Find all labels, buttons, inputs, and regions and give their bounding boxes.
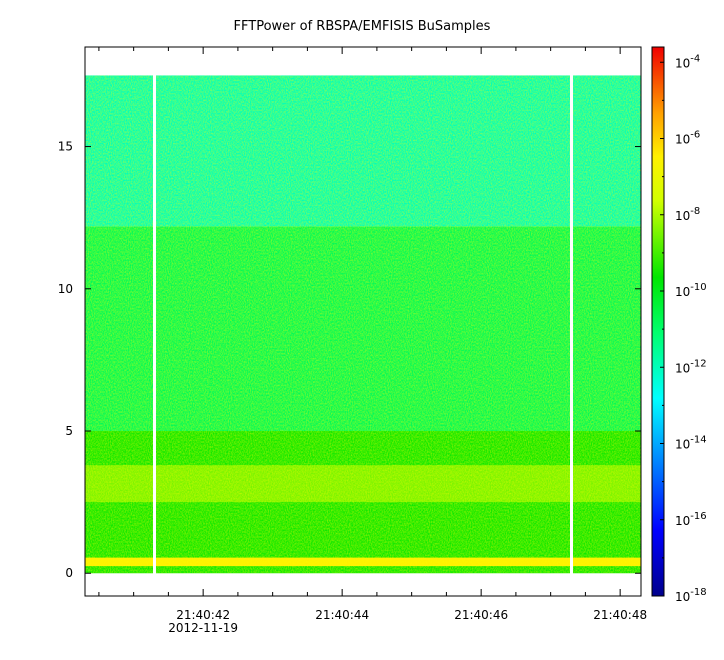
y-tick-label: 0 <box>65 566 73 580</box>
colorbar-tick-label: 10-12 <box>675 358 707 375</box>
data-gap <box>153 47 156 596</box>
chart-title: FFTPower of RBSPA/EMFISIS BuSamples <box>234 19 491 34</box>
colorbar-tick-label: 10-18 <box>675 587 707 604</box>
colorbar-tick-label: 10-6 <box>675 130 700 147</box>
spectrogram-texture <box>85 75 641 574</box>
colorbar-tick-label: 10-16 <box>675 511 707 528</box>
x-tick-label: 21:40:48 <box>593 608 647 622</box>
data-gap <box>570 47 573 596</box>
colorbar-tick-label: 10-8 <box>675 206 700 223</box>
x-tick-label: 21:40:42 <box>176 608 230 622</box>
colorbar-tick-label: 10-4 <box>675 53 700 70</box>
y-tick-label: 5 <box>65 424 73 438</box>
x-tick-label: 21:40:46 <box>454 608 508 622</box>
plot-frame <box>84 46 642 597</box>
y-tick-label: 10 <box>58 282 73 296</box>
y-tick-label: 15 <box>58 140 73 154</box>
x-tick-label: 21:40:44 <box>315 608 369 622</box>
colorbar <box>651 46 665 597</box>
x-date-label: 2012-11-19 <box>168 621 238 635</box>
colorbar-tick-label: 10-14 <box>675 435 707 452</box>
colorbar-tick-label: 10-10 <box>675 282 707 299</box>
